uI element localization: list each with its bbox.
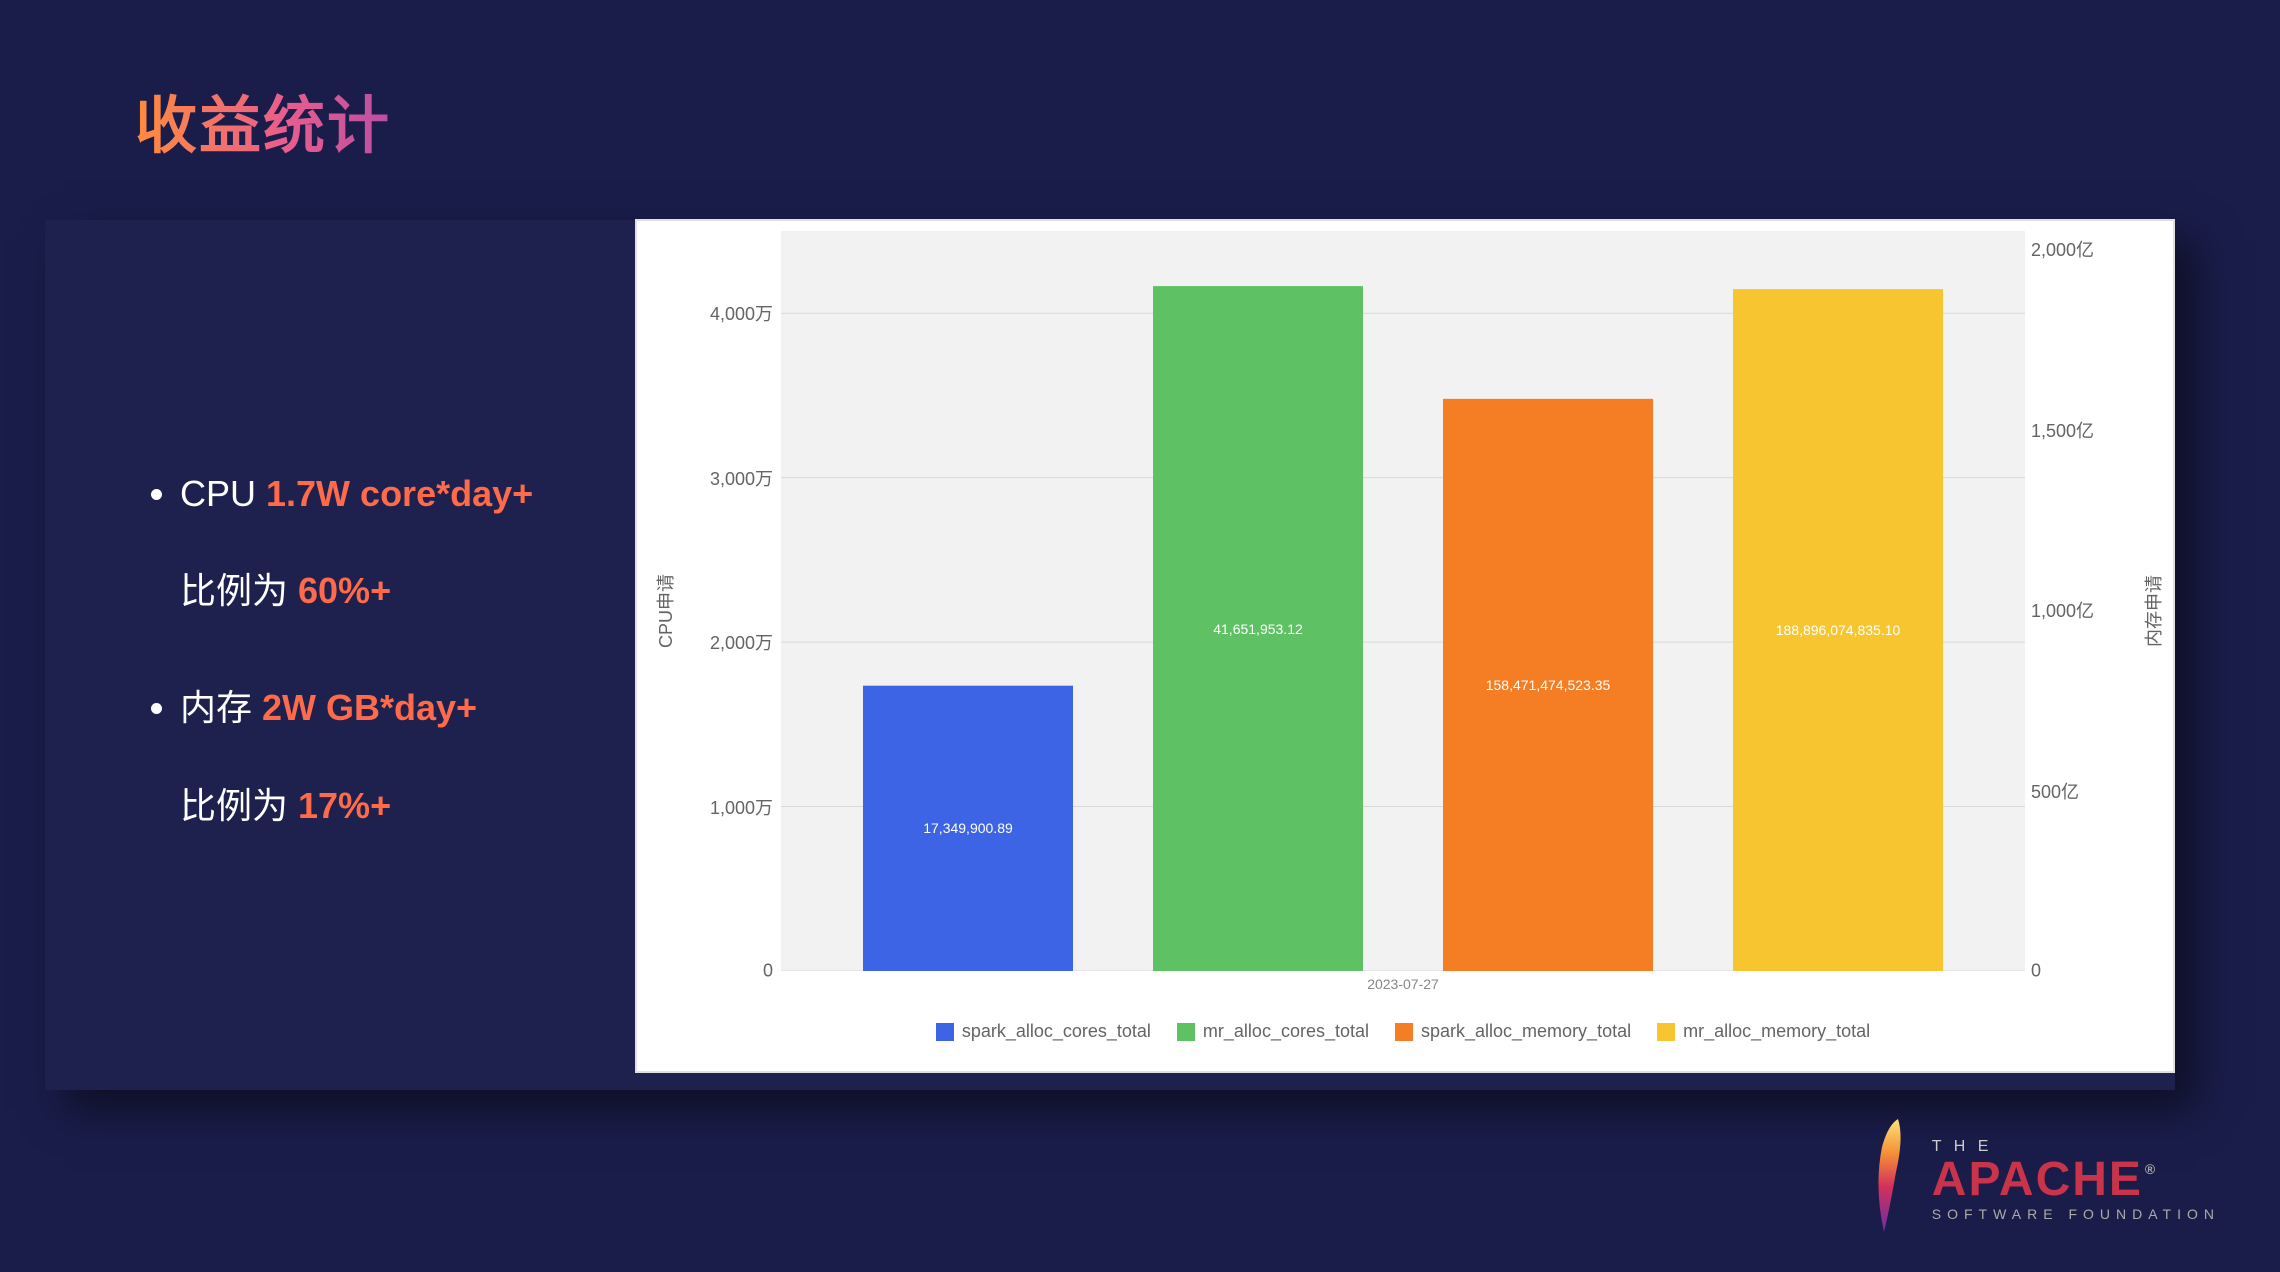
slide-title: 收益统计 [135, 75, 391, 165]
content-panel: CPU 1.7W core*day+ 比例为 60%+ 内存 2W GB*day… [45, 220, 2175, 1090]
legend-swatch [1395, 1023, 1413, 1041]
y2-tick: 500亿 [2031, 778, 2079, 804]
legend-item: mr_alloc_memory_total [1657, 1021, 1870, 1042]
bullet-item: 内存 2W GB*day+ 比例为 17%+ [180, 659, 533, 853]
bullet-text: 比例为 [180, 785, 298, 826]
bullet-highlight: 60%+ [298, 570, 391, 611]
y1-tick: 1,000万 [710, 794, 773, 820]
legend-label: mr_alloc_cores_total [1203, 1021, 1369, 1042]
chart-legend: spark_alloc_cores_total mr_alloc_cores_to… [781, 1021, 2025, 1042]
y1-tick: 2,000万 [710, 629, 773, 655]
y2-tick: 1,500亿 [2031, 417, 2094, 443]
y1-tick-labels: 01,000万2,000万3,000万4,000万 [697, 231, 773, 971]
bar-value-label: 41,651,953.12 [1213, 621, 1303, 637]
bullet-text: 比例为 [180, 570, 298, 611]
legend-label: mr_alloc_memory_total [1683, 1021, 1870, 1042]
apache-text: T H E APACHE® SOFTWARE FOUNDATION [1932, 1138, 2220, 1222]
feather-icon [1854, 1117, 1914, 1242]
bullet-text: 内存 [180, 687, 262, 728]
legend-swatch [1657, 1023, 1675, 1041]
legend-swatch [936, 1023, 954, 1041]
chart: 0 1,000万 2,000万 3,000万 4,000万 0 500亿 1,000亿 1,5… [635, 219, 2175, 1073]
apache-logo: T H E APACHE® SOFTWARE FOUNDATION [1854, 1117, 2220, 1242]
y1-axis-label: CPU申请 [652, 574, 678, 648]
y2-tick: 1,000亿 [2031, 597, 2094, 623]
bullet-highlight: 1.7W core*day+ [266, 473, 533, 514]
legend-item: mr_alloc_cores_total [1177, 1021, 1369, 1042]
legend-swatch [1177, 1023, 1195, 1041]
bar-value-label: 17,349,900.89 [923, 820, 1013, 836]
x-category-label: 2023-07-27 [781, 976, 2025, 992]
y2-tick: 0 [2031, 961, 2041, 982]
bullet-highlight: 2W GB*day+ [262, 687, 477, 728]
legend-label: spark_alloc_cores_total [962, 1021, 1151, 1042]
bullet-list: CPU 1.7W core*day+ 比例为 60%+ 内存 2W GB*day… [160, 445, 533, 854]
bar-value-label: 158,471,474,523.35 [1486, 677, 1611, 693]
legend-item: spark_alloc_cores_total [936, 1021, 1151, 1042]
y1-tick: 0 [763, 961, 773, 982]
slide: 收益统计 CPU 1.7W core*day+ 比例为 60%+ 内存 2W G… [0, 0, 2280, 1272]
legend-item: spark_alloc_memory_total [1395, 1021, 1631, 1042]
y2-tick-labels: 0500亿1,000亿1,500亿2,000亿 [2031, 231, 2131, 971]
y2-axis-label: 内存申请 [2140, 575, 2166, 647]
bar-value-label: 188,896,074,835.10 [1776, 622, 1901, 638]
legend-label: spark_alloc_memory_total [1421, 1021, 1631, 1042]
logo-sub: SOFTWARE FOUNDATION [1932, 1206, 2220, 1222]
registered-mark: ® [2145, 1161, 2157, 1177]
bullet-highlight: 17%+ [298, 785, 391, 826]
chart-plot [781, 231, 2025, 971]
y1-tick: 4,000万 [710, 300, 773, 326]
y1-tick: 3,000万 [710, 465, 773, 491]
bullet-item: CPU 1.7W core*day+ 比例为 60%+ [180, 445, 533, 639]
y2-tick: 2,000亿 [2031, 236, 2094, 262]
logo-name: APACHE® [1932, 1156, 2220, 1204]
bullet-text: CPU [180, 473, 266, 514]
